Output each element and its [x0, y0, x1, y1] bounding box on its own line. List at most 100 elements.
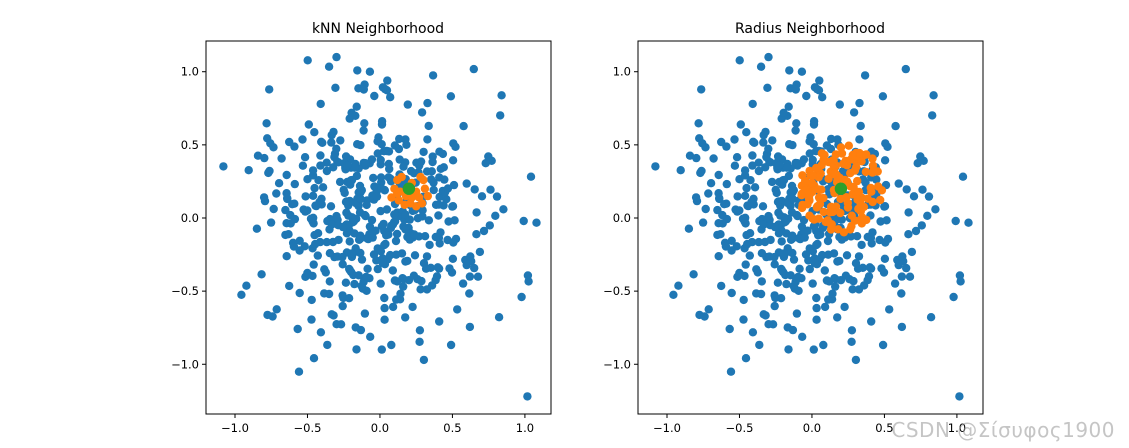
radius-data-point	[735, 56, 744, 65]
radius-neighbor-point	[848, 150, 857, 160]
radius-data-point	[904, 230, 913, 239]
radius-y-tick-label: −1.0	[603, 357, 631, 371]
radius-data-point	[951, 216, 960, 226]
knn-neighbor-point	[420, 184, 430, 193]
knn-data-point	[322, 237, 331, 247]
knn-data-point	[361, 159, 370, 168]
knn-data-point	[377, 345, 386, 354]
knn-data-point	[415, 337, 424, 346]
radius-data-point	[692, 153, 701, 163]
radius-data-point	[924, 192, 934, 201]
radius-data-point	[764, 52, 773, 62]
knn-data-point	[298, 135, 307, 144]
knn-data-point	[519, 216, 528, 226]
radius-data-point	[776, 211, 785, 220]
radius-data-point	[773, 197, 783, 207]
radius-data-point	[747, 198, 756, 207]
radius-data-point	[818, 93, 827, 102]
knn-data-point	[368, 233, 377, 242]
radius-data-point	[714, 252, 723, 261]
knn-data-point	[435, 239, 444, 248]
knn-data-point	[458, 279, 468, 288]
radius-data-point	[880, 202, 889, 211]
knn-neighbor-point	[387, 193, 396, 202]
knn-data-point	[322, 158, 331, 167]
radius-data-point	[818, 250, 827, 260]
knn-data-point	[449, 180, 459, 190]
radius-data-point	[897, 289, 906, 298]
radius-data-point	[810, 83, 820, 92]
knn-data-point	[479, 226, 489, 236]
radius-data-point	[741, 354, 751, 363]
knn-data-point	[433, 263, 442, 272]
radius-data-point	[824, 295, 833, 304]
radius-data-point	[799, 155, 809, 164]
knn-data-point	[475, 247, 485, 257]
knn-data-point	[284, 230, 293, 239]
radius-data-point	[926, 313, 936, 322]
radius-x-tick-label: −0.5	[726, 421, 754, 435]
radius-data-point	[700, 312, 709, 321]
radius-data-point	[722, 142, 731, 151]
radius-data-point	[872, 175, 881, 184]
knn-data-point	[325, 277, 334, 286]
knn-data-point	[351, 323, 360, 332]
radius-y-tick-label: 0.5	[613, 138, 631, 152]
radius-data-point	[782, 229, 791, 238]
knn-data-point	[352, 345, 361, 354]
knn-data-point	[380, 303, 389, 313]
radius-neighbor-point	[867, 187, 876, 196]
radius-data-point	[767, 177, 777, 187]
radius-data-point	[697, 85, 706, 94]
knn-data-point	[367, 215, 377, 225]
knn-data-point	[306, 214, 316, 223]
radius-data-point	[812, 315, 821, 324]
radius-neighbor-point	[843, 203, 853, 212]
radius-data-point	[727, 288, 736, 298]
radius-neighbor-point	[808, 171, 818, 180]
radius-data-point	[805, 149, 814, 158]
radius-data-point	[854, 252, 864, 261]
radius-data-point	[904, 208, 913, 217]
radius-data-point	[918, 185, 927, 194]
radius-data-point	[773, 152, 783, 161]
radius-data-point	[812, 303, 821, 313]
knn-data-point	[242, 281, 251, 290]
knn-data-point	[356, 234, 365, 243]
knn-data-point	[401, 313, 410, 322]
knn-data-point	[272, 305, 281, 314]
knn-data-point	[332, 320, 341, 329]
knn-data-point	[409, 169, 419, 178]
radius-data-point	[825, 277, 834, 286]
radius-neighbor-point	[847, 222, 856, 231]
radius-data-point	[824, 250, 833, 259]
radius-data-point	[860, 71, 870, 80]
knn-data-point	[325, 249, 335, 258]
radius-data-point	[822, 141, 832, 150]
knn-data-point	[373, 149, 382, 158]
radius-data-point	[704, 305, 713, 314]
radius-chart-title: Radius Neighborhood	[735, 21, 885, 37]
knn-data-point	[344, 294, 354, 303]
knn-data-point	[353, 66, 362, 75]
knn-data-point	[427, 167, 436, 176]
radius-neighbor-point	[826, 225, 836, 234]
radius-data-point	[815, 76, 824, 85]
knn-data-point	[423, 98, 432, 108]
radius-y-tick-label: 0.0	[613, 211, 631, 225]
knn-data-point	[399, 162, 408, 171]
knn-data-point	[298, 161, 308, 170]
radius-data-point	[684, 224, 694, 233]
radius-data-point	[770, 222, 780, 232]
radius-data-point	[877, 264, 886, 273]
knn-data-point	[517, 292, 526, 302]
radius-data-point	[828, 289, 837, 298]
knn-data-point	[321, 268, 330, 277]
radius-data-point	[958, 172, 968, 181]
radius-data-point	[831, 282, 840, 291]
radius-data-point	[901, 64, 910, 74]
radius-neighbor-point	[859, 202, 869, 212]
radius-data-point	[755, 340, 764, 350]
knn-y-tick-label: −1.0	[171, 357, 199, 371]
radius-neighbor-point	[854, 187, 864, 197]
